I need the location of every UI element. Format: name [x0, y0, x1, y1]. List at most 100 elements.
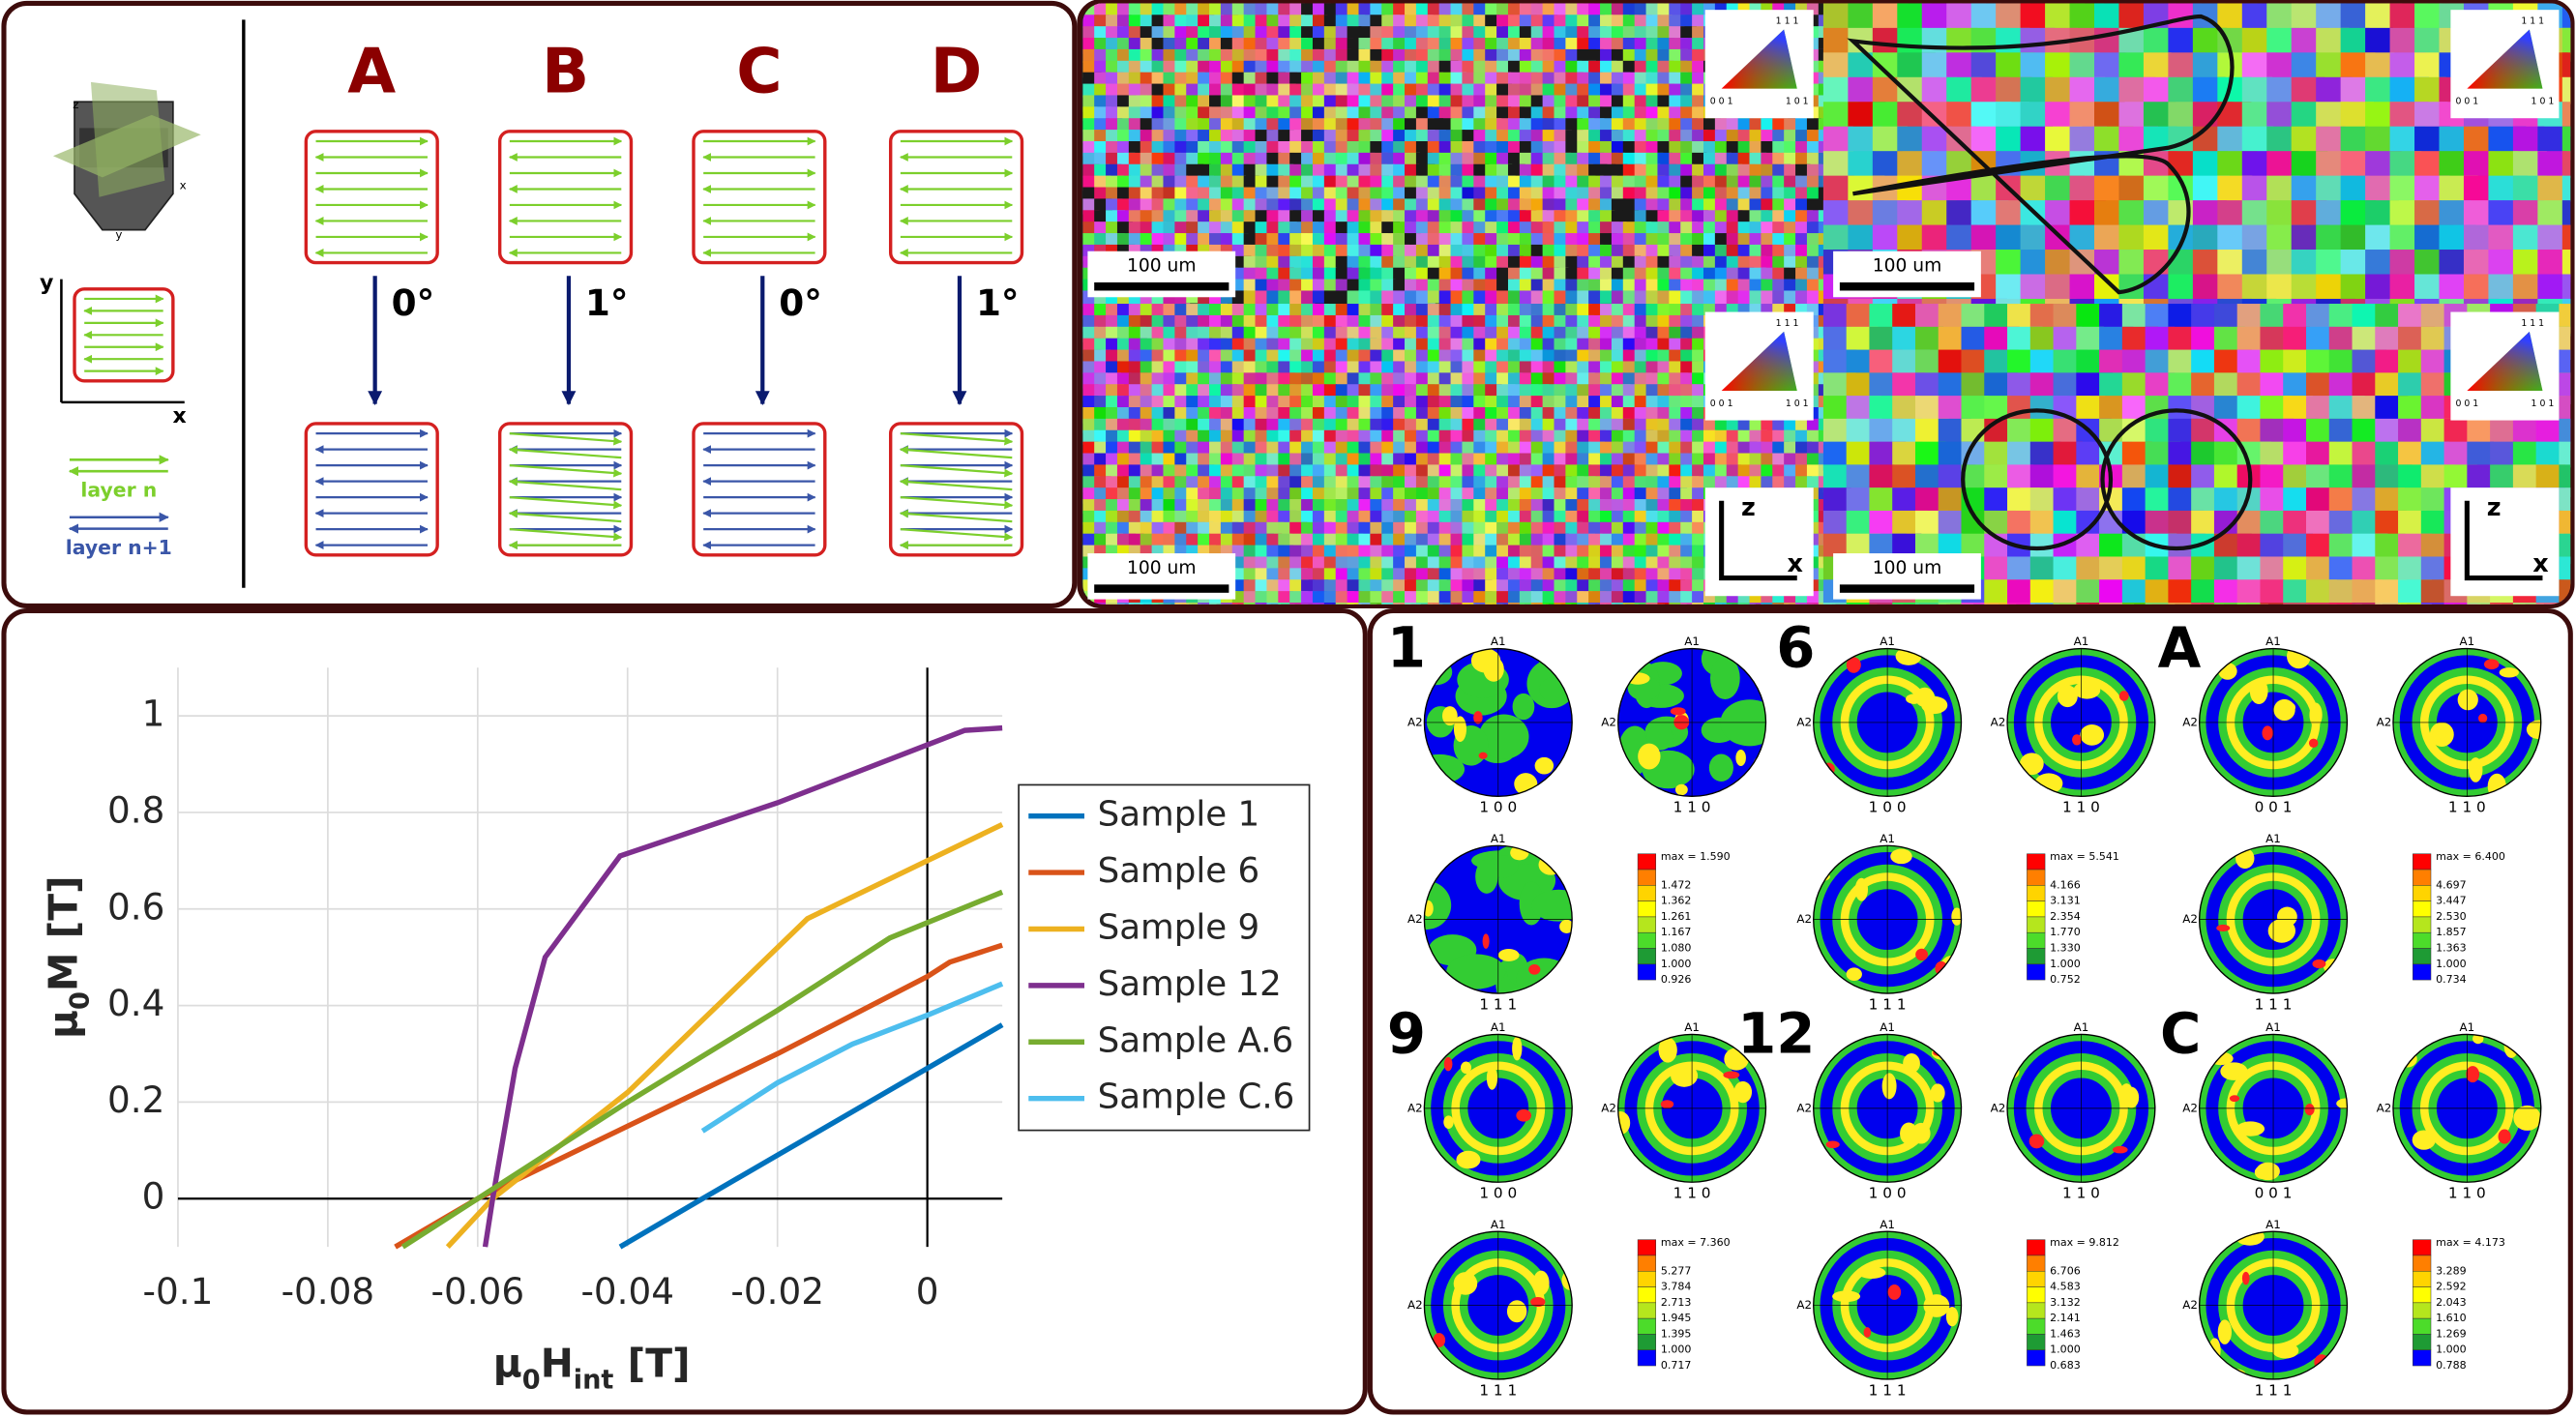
grain [1577, 15, 1590, 29]
grain [1530, 130, 1544, 145]
grain [1507, 314, 1522, 329]
colorbar-cell [2413, 853, 2432, 871]
pole-axis-label: A1 [1684, 635, 1700, 648]
pole-label: 1 0 0 [1869, 799, 1907, 816]
grain [1496, 118, 1510, 133]
colorbar-cell [2413, 931, 2432, 949]
pole-label: 1 1 1 [1479, 995, 1517, 1013]
grain [1209, 72, 1224, 87]
contour [2254, 1166, 2270, 1179]
colorbar-label: 5.277 [1661, 1264, 1692, 1277]
pole-axis-label: A2 [2182, 912, 2198, 926]
contour [2412, 1130, 2436, 1150]
colorbar-label: 2.141 [2050, 1312, 2081, 1324]
grain [1255, 464, 1269, 479]
grain [1450, 556, 1464, 570]
colorbar-label: 1.395 [1661, 1327, 1692, 1340]
grain [1588, 210, 1603, 225]
grain [1507, 556, 1522, 571]
colorbar-cell [1637, 948, 1657, 965]
column-label: D [931, 36, 983, 108]
grain [1278, 304, 1292, 317]
grain [2463, 126, 2492, 153]
grain [1289, 187, 1305, 200]
contour [2235, 1121, 2265, 1137]
pole-axis-label: A2 [1796, 1101, 1812, 1114]
scan-line [509, 464, 623, 478]
pole-label: 1 0 0 [1869, 1185, 1907, 1202]
grain [1151, 314, 1165, 329]
pole-axis-label: A1 [1684, 1020, 1700, 1034]
grain [1312, 15, 1328, 29]
grain [1266, 48, 1282, 64]
grain [1588, 48, 1604, 63]
grain [1438, 163, 1455, 179]
scan-line [508, 477, 622, 491]
grain [1761, 187, 1777, 201]
grain [1128, 38, 1142, 51]
contour [2057, 685, 2078, 708]
grain [1692, 441, 1705, 456]
contour [1532, 1270, 1550, 1296]
grain [1094, 15, 1110, 30]
contour [1906, 694, 1923, 704]
group-label: 9 [1387, 1000, 1426, 1066]
grain [1611, 118, 1627, 132]
grain [2145, 487, 2172, 515]
grain [2099, 579, 2124, 605]
colorbar-label: 1.362 [1661, 895, 1692, 907]
grain [1335, 175, 1351, 192]
grain [1645, 60, 1659, 74]
grain [1450, 3, 1466, 16]
grain [1405, 210, 1419, 223]
colorbar-label: 3.784 [1661, 1281, 1692, 1293]
pole-label: 1 0 0 [1479, 799, 1517, 816]
grain [1554, 198, 1569, 212]
scan-line [900, 528, 1014, 542]
grain [1634, 118, 1648, 132]
grain [1669, 187, 1683, 202]
pole-axis-label: A2 [2182, 1101, 2198, 1114]
grain [1082, 175, 1098, 192]
grain [2045, 274, 2072, 301]
grain [1220, 163, 1236, 179]
grain [1209, 118, 1224, 133]
grain [1082, 48, 1098, 63]
grain [1393, 198, 1407, 214]
grain [1151, 221, 1167, 237]
grain [1784, 130, 1797, 144]
grain [1082, 187, 1097, 201]
x-axis-title-part: H [541, 1340, 574, 1386]
grain [1198, 106, 1212, 121]
colorbar-cell [1637, 1317, 1657, 1335]
colorbar-label: max = 9.812 [2050, 1236, 2119, 1249]
grain [1634, 106, 1649, 122]
x-tick-label: -0.1 [143, 1270, 214, 1313]
grain [1393, 26, 1406, 42]
grain [1645, 338, 1659, 351]
grain [2143, 274, 2173, 304]
frame-axis-label: x [2532, 549, 2549, 578]
grain [1542, 95, 1558, 108]
grain [1462, 140, 1477, 156]
grain [1714, 130, 1730, 145]
pole-axis-label: A2 [1796, 715, 1812, 728]
grain [1243, 579, 1257, 593]
grain [2420, 533, 2446, 559]
grain [1312, 26, 1328, 40]
grain [1231, 175, 1246, 191]
grain [1462, 152, 1477, 165]
grain [2537, 151, 2567, 180]
colorbar-label: 0.683 [2050, 1359, 2081, 1372]
grain [1186, 372, 1199, 387]
grain [1174, 26, 1188, 40]
grain [1588, 72, 1603, 87]
grain [1323, 476, 1338, 489]
grain [1634, 163, 1647, 179]
grain [1347, 198, 1360, 212]
grain [1370, 95, 1385, 109]
scan-line [899, 445, 1013, 459]
grain [1370, 429, 1384, 444]
contour [1453, 1272, 1478, 1295]
contour [2112, 1145, 2128, 1154]
